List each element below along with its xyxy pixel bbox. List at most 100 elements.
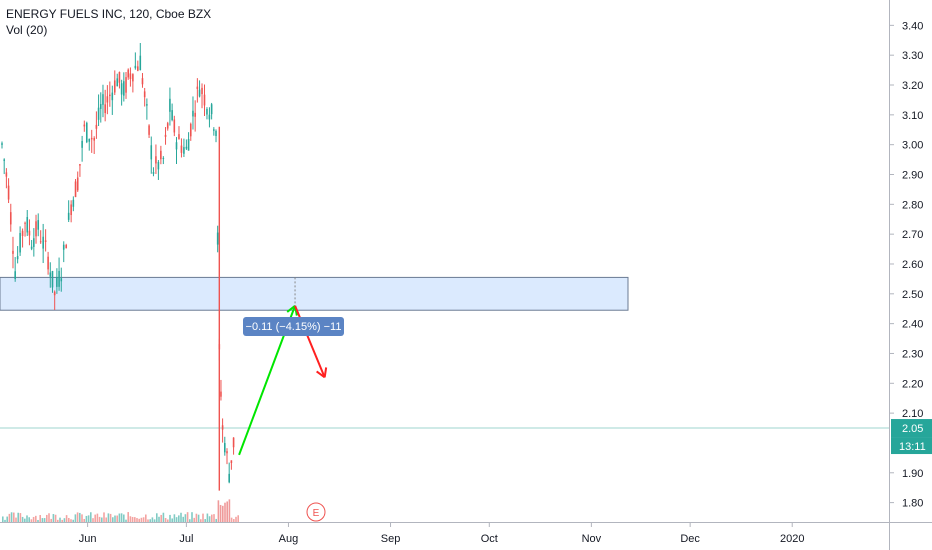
price-tag-value: 2.05 xyxy=(902,423,923,435)
candle-body xyxy=(129,73,132,80)
candle-body xyxy=(169,98,171,112)
time-tick-label: Dec xyxy=(680,533,700,545)
candle-body xyxy=(201,87,203,95)
candle-body xyxy=(194,112,196,117)
red-projection-arrow[interactable] xyxy=(294,305,328,379)
volume-bar xyxy=(118,513,121,522)
candle-body xyxy=(162,157,165,159)
earnings-icon xyxy=(306,502,326,522)
candle-body xyxy=(74,181,77,198)
volume-bar xyxy=(197,514,200,522)
volume-bar xyxy=(173,514,176,522)
volume-bar xyxy=(105,517,107,522)
volume-bar xyxy=(162,512,165,522)
volume-bar xyxy=(30,519,33,522)
candle-body xyxy=(49,272,52,277)
price-tick-label: 2.50 xyxy=(902,289,923,301)
volume-bar xyxy=(43,518,46,522)
volume-bar xyxy=(87,515,90,522)
candle-body xyxy=(220,391,222,397)
volume-bar xyxy=(6,516,8,522)
volume-bar xyxy=(224,502,226,522)
candle-body xyxy=(216,232,219,245)
volume-bar xyxy=(169,514,171,522)
volume-bar xyxy=(76,512,79,522)
drawings[interactable]: −0.11 (−4.15%) −11 E xyxy=(238,277,344,522)
volume-bar xyxy=(50,518,52,522)
candle-body xyxy=(47,256,49,270)
volume-bar xyxy=(112,517,114,522)
volume-bar xyxy=(208,516,211,522)
volume-bar xyxy=(114,515,116,522)
candle-body xyxy=(7,185,10,200)
price-zone[interactable] xyxy=(0,276,629,311)
price-series xyxy=(1,43,235,491)
candle-body xyxy=(12,250,14,254)
candle-body xyxy=(228,473,230,483)
volume-bar xyxy=(54,514,57,522)
price-tick-label: 2.40 xyxy=(902,319,923,331)
candle-body xyxy=(93,138,95,141)
candle-body xyxy=(183,147,185,154)
symbol-title[interactable]: ENERGY FUELS INC, 120, Cboe BZX xyxy=(6,7,212,21)
candle-body xyxy=(180,145,183,153)
volume-bar xyxy=(189,519,191,522)
measure-label-text: −0.11 (−4.15%) −11 xyxy=(246,321,342,333)
candle-body xyxy=(19,233,21,253)
candle-body xyxy=(53,291,56,296)
volume-bar xyxy=(140,517,143,522)
candle-body xyxy=(81,140,83,148)
candle-body xyxy=(125,77,127,93)
candle-body xyxy=(56,276,58,287)
volume-bar xyxy=(149,519,151,522)
candle-body xyxy=(221,425,224,430)
volume-bar xyxy=(39,515,41,522)
candle-body xyxy=(198,89,201,97)
volume-bar xyxy=(145,514,147,522)
volume-bar xyxy=(164,518,167,522)
volume-bar xyxy=(24,518,26,522)
volume-bar xyxy=(217,500,220,522)
candle-body xyxy=(185,146,188,149)
support-zone-rect[interactable] xyxy=(0,276,629,311)
volume-bar xyxy=(219,504,222,522)
candle-body xyxy=(85,122,88,143)
candle-body xyxy=(148,125,150,135)
price-tick-label: 3.30 xyxy=(902,50,923,62)
volume-indicator-label[interactable]: Vol (20) xyxy=(6,23,48,37)
volume-bar xyxy=(26,515,28,522)
candle-body xyxy=(24,222,26,224)
earnings-label: E xyxy=(313,508,320,519)
current-price-tag[interactable]: 2.05 13:11 xyxy=(891,419,932,455)
volume-bar xyxy=(191,512,193,522)
volume-bar xyxy=(94,514,96,522)
volume-bar xyxy=(19,513,22,522)
price-tick-label: 2.80 xyxy=(902,199,923,211)
volume-bar xyxy=(147,519,149,522)
measure-label[interactable]: −0.11 (−4.15%) −11 xyxy=(243,317,344,336)
volume-bar xyxy=(57,519,59,522)
candle-body xyxy=(203,94,206,106)
volume-bar xyxy=(83,518,85,522)
candle-body xyxy=(16,256,19,260)
volume-bar xyxy=(211,514,213,522)
candle-body xyxy=(146,104,148,106)
candle-body xyxy=(70,204,72,216)
candle-body xyxy=(127,69,130,78)
volume-bar xyxy=(17,512,19,522)
earnings-marker[interactable]: E xyxy=(306,502,326,522)
candle-body xyxy=(21,230,24,236)
candle-body xyxy=(113,80,116,93)
volume-bar xyxy=(186,512,189,522)
volume-bar xyxy=(109,513,112,522)
candle-body xyxy=(196,86,199,89)
candle-body xyxy=(35,221,37,237)
volume-bar xyxy=(136,518,138,522)
volume-bar xyxy=(200,519,202,522)
candle-body xyxy=(1,143,3,145)
time-tick-label: Jun xyxy=(79,533,97,545)
candle-body xyxy=(166,123,169,129)
volume-bar xyxy=(178,515,180,522)
candle-body xyxy=(79,164,81,166)
